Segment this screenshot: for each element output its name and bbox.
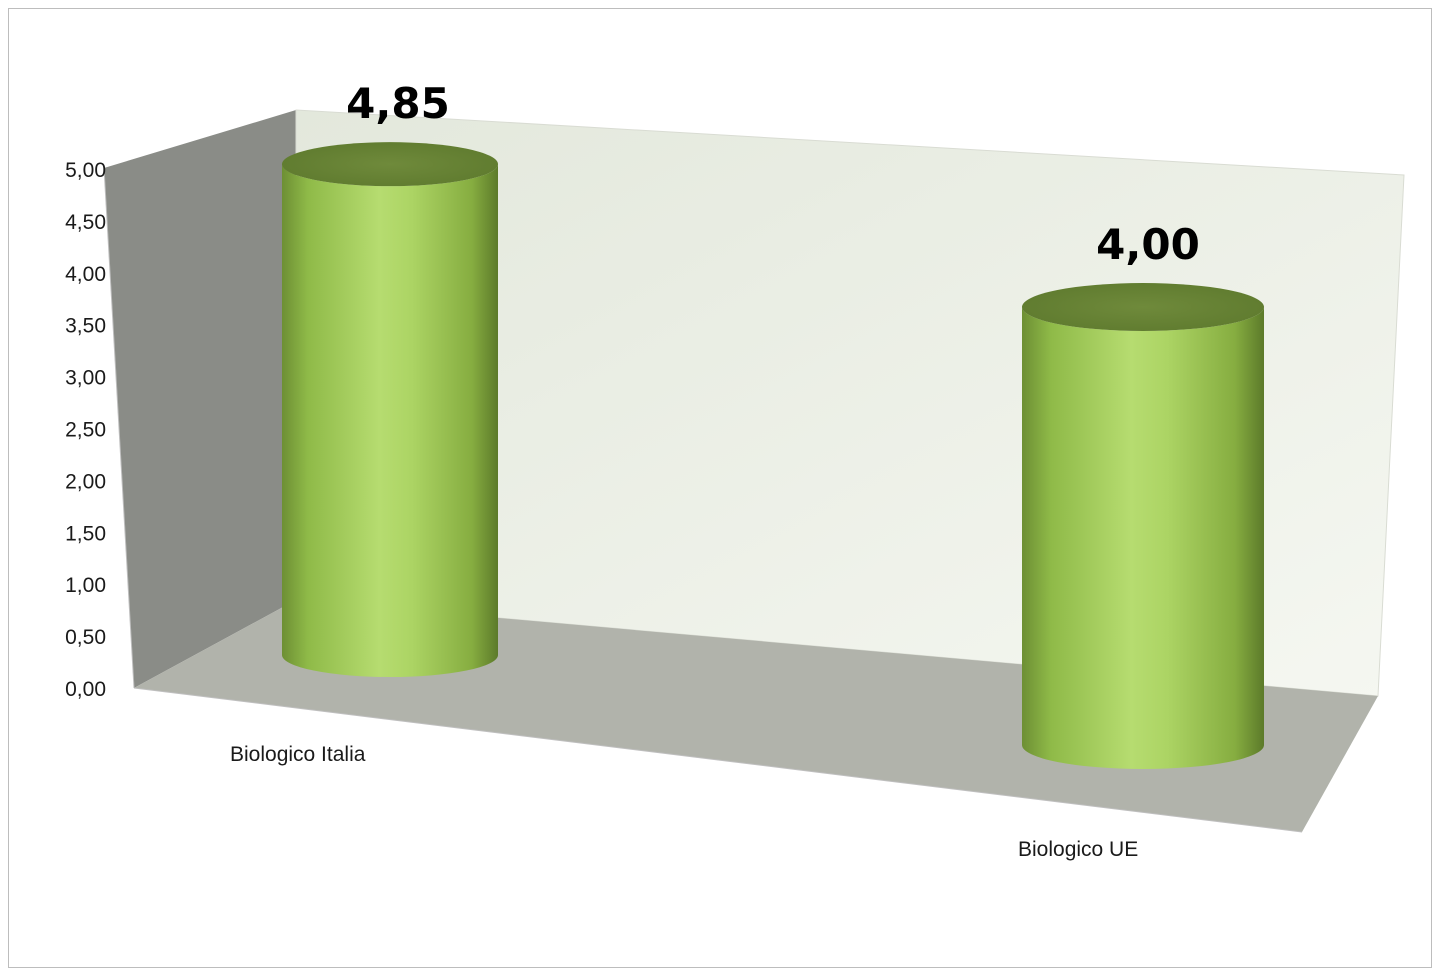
category-labels: Biologico Italia Biologico UE bbox=[230, 743, 1138, 861]
bar-body bbox=[1022, 307, 1264, 769]
y-tick-label: 4,00 bbox=[65, 263, 106, 286]
bar-body bbox=[282, 164, 498, 677]
bar-cylinder bbox=[1022, 283, 1264, 769]
bars: 4,85 4,00 bbox=[282, 79, 1264, 769]
category-label: Biologico UE bbox=[1018, 838, 1138, 861]
y-axis-line bbox=[103, 167, 135, 689]
y-tick-label: 0,50 bbox=[65, 626, 106, 649]
side-wall bbox=[104, 110, 296, 688]
y-tick-label: 2,00 bbox=[65, 470, 106, 493]
category-label: Biologico Italia bbox=[230, 743, 366, 766]
bar-data-label: 4,00 bbox=[1096, 220, 1200, 269]
x-axis-line bbox=[133, 687, 1303, 833]
y-tick-labels: 0,00 0,50 1,00 1,50 2,00 2,50 3,00 3,50 4,00 4,50… bbox=[65, 159, 106, 701]
bar-cylinder bbox=[282, 142, 498, 677]
y-tick-label: 4,50 bbox=[65, 211, 106, 234]
bar-data-label: 4,85 bbox=[346, 79, 450, 128]
y-tick-label: 3,50 bbox=[65, 315, 106, 338]
bar-top bbox=[282, 142, 498, 187]
bar-top bbox=[1022, 283, 1264, 331]
y-tick-label: 1,50 bbox=[65, 522, 106, 545]
y-tick-label: 5,00 bbox=[65, 159, 106, 182]
y-tick-label: 3,00 bbox=[65, 367, 106, 390]
y-tick-label: 1,00 bbox=[65, 574, 106, 597]
y-tick-label: 2,50 bbox=[65, 419, 106, 442]
y-tick-label: 0,00 bbox=[65, 678, 106, 701]
